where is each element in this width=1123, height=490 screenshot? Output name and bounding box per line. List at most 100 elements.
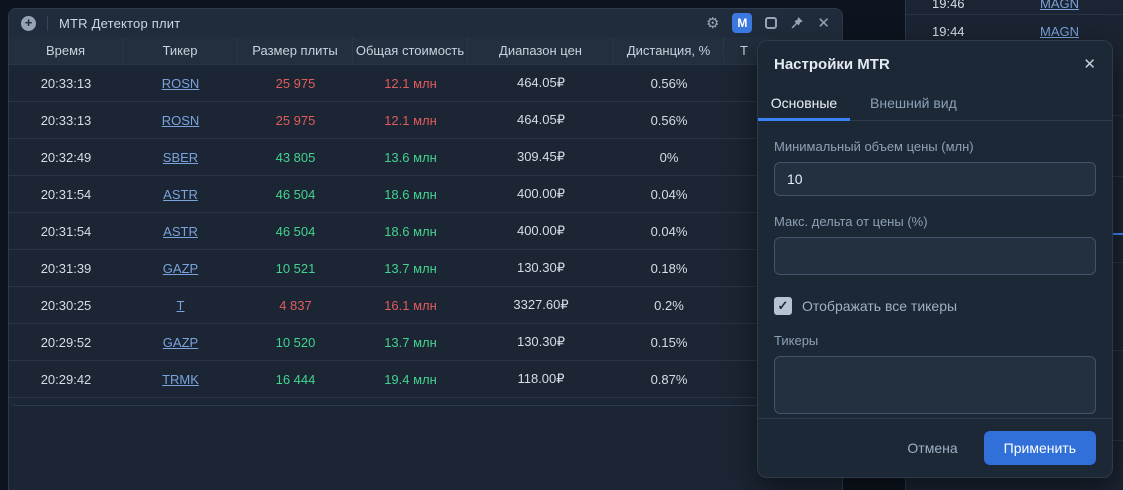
cell-total: 12.1 млн bbox=[384, 75, 437, 91]
cell-range: 3327.60₽ bbox=[513, 297, 569, 312]
cell-distance: 0.04% bbox=[650, 223, 688, 239]
titlebar-icons: ⚙ M ✕ bbox=[706, 13, 830, 33]
cell-ticker: ASTR bbox=[123, 224, 238, 239]
titlebar: + MTR Детектор плит ⚙ M ✕ bbox=[9, 9, 842, 37]
cell-ticker: GAZP bbox=[123, 335, 238, 350]
ticker-link[interactable]: TRMK bbox=[162, 371, 199, 387]
add-icon[interactable]: + bbox=[21, 15, 36, 31]
cell-time: 20:31:54 bbox=[40, 186, 92, 202]
mtr-settings-dialog: Настройки MTR ✕ Основные Внешний вид Мин… bbox=[757, 40, 1113, 478]
cell-range: 118.00₽ bbox=[517, 371, 565, 386]
dialog-footer: Отмена Применить bbox=[758, 418, 1112, 477]
cell-distance: 0.87% bbox=[650, 371, 688, 387]
show-all-tickers-row[interactable]: ✓ Отображать все тикеры bbox=[774, 297, 1096, 315]
bg-cell-time: 19:46 bbox=[932, 0, 965, 11]
cell-total: 13.7 млн bbox=[384, 260, 437, 276]
cancel-button[interactable]: Отмена bbox=[901, 432, 963, 464]
show-all-label: Отображать все тикеры bbox=[802, 298, 958, 314]
column-header-total[interactable]: Общая стоимость bbox=[353, 37, 468, 64]
cell-time: 20:32:49 bbox=[40, 149, 92, 165]
table-row: 20:30:25 T 4 837 16.1 млн 3327.60₽ 0.2% bbox=[9, 287, 842, 324]
cell-time: 20:29:52 bbox=[40, 334, 92, 350]
window-title: MTR Детектор плит bbox=[59, 15, 181, 31]
show-all-checkbox[interactable]: ✓ bbox=[774, 297, 792, 315]
table-row: 20:29:42 TRMK 16 444 19.4 млн 118.00₽ 0.… bbox=[9, 361, 842, 398]
column-header-clipped[interactable]: Т bbox=[740, 43, 748, 58]
cell-ticker: TRMK bbox=[123, 372, 238, 387]
cell-distance: 0.56% bbox=[650, 112, 688, 128]
cell-total: 18.6 млн bbox=[384, 186, 437, 202]
table-row: 20:31:39 GAZP 10 521 13.7 млн 130.30₽ 0.… bbox=[9, 250, 842, 287]
settings-gear-icon[interactable]: ⚙ bbox=[705, 14, 720, 32]
restore-window-icon[interactable] bbox=[765, 17, 778, 29]
dialog-title: Настройки MTR bbox=[774, 56, 890, 73]
table-body: 20:33:13 ROSN 25 975 12.1 млн 464.05₽ 0.… bbox=[9, 65, 842, 398]
cell-distance: 0.18% bbox=[650, 260, 688, 276]
column-header-range[interactable]: Диапазон цен bbox=[468, 37, 614, 64]
tickers-label: Тикеры bbox=[774, 333, 819, 348]
cell-size: 43 805 bbox=[275, 149, 316, 165]
cell-total: 18.6 млн bbox=[384, 223, 437, 239]
pin-icon[interactable] bbox=[790, 16, 804, 30]
dialog-close-icon[interactable]: ✕ bbox=[1083, 56, 1096, 73]
dialog-tabs: Основные Внешний вид bbox=[758, 85, 1112, 121]
max-delta-label: Макс. дельта от цены (%) bbox=[774, 214, 928, 229]
cell-total: 12.1 млн bbox=[384, 112, 437, 128]
max-delta-input[interactable] bbox=[774, 237, 1096, 275]
cell-range: 130.30₽ bbox=[516, 260, 566, 275]
table-row: 20:31:54 ASTR 46 504 18.6 млн 400.00₽ 0.… bbox=[9, 176, 842, 213]
cell-distance: 0.15% bbox=[650, 334, 688, 350]
column-header-size[interactable]: Размер плиты bbox=[238, 37, 353, 64]
cell-total: 19.4 млн bbox=[384, 371, 437, 387]
cell-total: 13.6 млн bbox=[384, 149, 437, 165]
tickers-textarea[interactable] bbox=[774, 356, 1096, 414]
cell-range: 464.05₽ bbox=[516, 112, 566, 127]
ticker-link[interactable]: ASTR bbox=[163, 186, 198, 202]
dialog-body: Минимальный объем цены (млн) Макс. дельт… bbox=[758, 121, 1112, 418]
m-mode-badge[interactable]: M bbox=[732, 13, 753, 33]
cell-size: 16 444 bbox=[275, 371, 316, 387]
cell-ticker: ROSN bbox=[123, 76, 238, 91]
column-header-distance[interactable]: Дистанция, % bbox=[614, 37, 724, 64]
min-volume-input[interactable] bbox=[774, 162, 1096, 196]
ticker-link[interactable]: ROSN bbox=[161, 112, 200, 128]
cell-time: 20:29:42 bbox=[40, 371, 92, 387]
ticker-link[interactable]: GAZP bbox=[162, 260, 199, 276]
cell-ticker: SBER bbox=[123, 150, 238, 165]
column-header-time[interactable]: Время bbox=[9, 37, 123, 64]
table-row: 20:29:52 GAZP 10 520 13.7 млн 130.30₽ 0.… bbox=[9, 324, 842, 361]
ticker-link[interactable]: ASTR bbox=[163, 223, 198, 239]
cell-size: 10 520 bbox=[275, 334, 316, 350]
cell-size: 10 521 bbox=[275, 260, 316, 276]
table-footer bbox=[9, 398, 842, 406]
ticker-link[interactable]: T bbox=[176, 297, 185, 313]
table-row: 20:33:13 ROSN 25 975 12.1 млн 464.05₽ 0.… bbox=[9, 102, 842, 139]
cell-range: 464.05₽ bbox=[516, 75, 566, 90]
table-header: Время Тикер Размер плиты Общая стоимость… bbox=[9, 37, 842, 65]
cell-time: 20:31:39 bbox=[40, 260, 92, 276]
min-volume-label: Минимальный объем цены (млн) bbox=[774, 139, 974, 154]
bg-table-row: 19:46 MAGN bbox=[906, 0, 1123, 18]
cell-total: 16.1 млн bbox=[384, 297, 437, 313]
cell-ticker: ROSN bbox=[123, 113, 238, 128]
tab-appearance[interactable]: Внешний вид bbox=[870, 94, 957, 111]
bg-ticker-link[interactable]: MAGN bbox=[1040, 0, 1079, 11]
ticker-link[interactable]: GAZP bbox=[162, 334, 199, 350]
table-row: 20:33:13 ROSN 25 975 12.1 млн 464.05₽ 0.… bbox=[9, 65, 842, 102]
cell-ticker: GAZP bbox=[123, 261, 238, 276]
cell-size: 25 975 bbox=[275, 75, 316, 91]
dialog-header: Настройки MTR ✕ bbox=[758, 41, 1112, 85]
apply-button[interactable]: Применить bbox=[983, 431, 1096, 465]
close-window-icon[interactable]: ✕ bbox=[817, 14, 830, 32]
cell-time: 20:33:13 bbox=[40, 75, 92, 91]
cell-distance: 0.56% bbox=[650, 75, 688, 91]
bg-ticker-link[interactable]: MAGN bbox=[1040, 23, 1079, 39]
cell-distance: 0.2% bbox=[654, 297, 684, 313]
cell-size: 4 837 bbox=[279, 297, 312, 313]
tab-main[interactable]: Основные bbox=[758, 85, 850, 121]
cell-distance: 0% bbox=[659, 149, 679, 165]
cell-time: 20:31:54 bbox=[40, 223, 92, 239]
ticker-link[interactable]: SBER bbox=[162, 149, 199, 165]
ticker-link[interactable]: ROSN bbox=[161, 75, 200, 91]
column-header-ticker[interactable]: Тикер bbox=[123, 37, 238, 64]
